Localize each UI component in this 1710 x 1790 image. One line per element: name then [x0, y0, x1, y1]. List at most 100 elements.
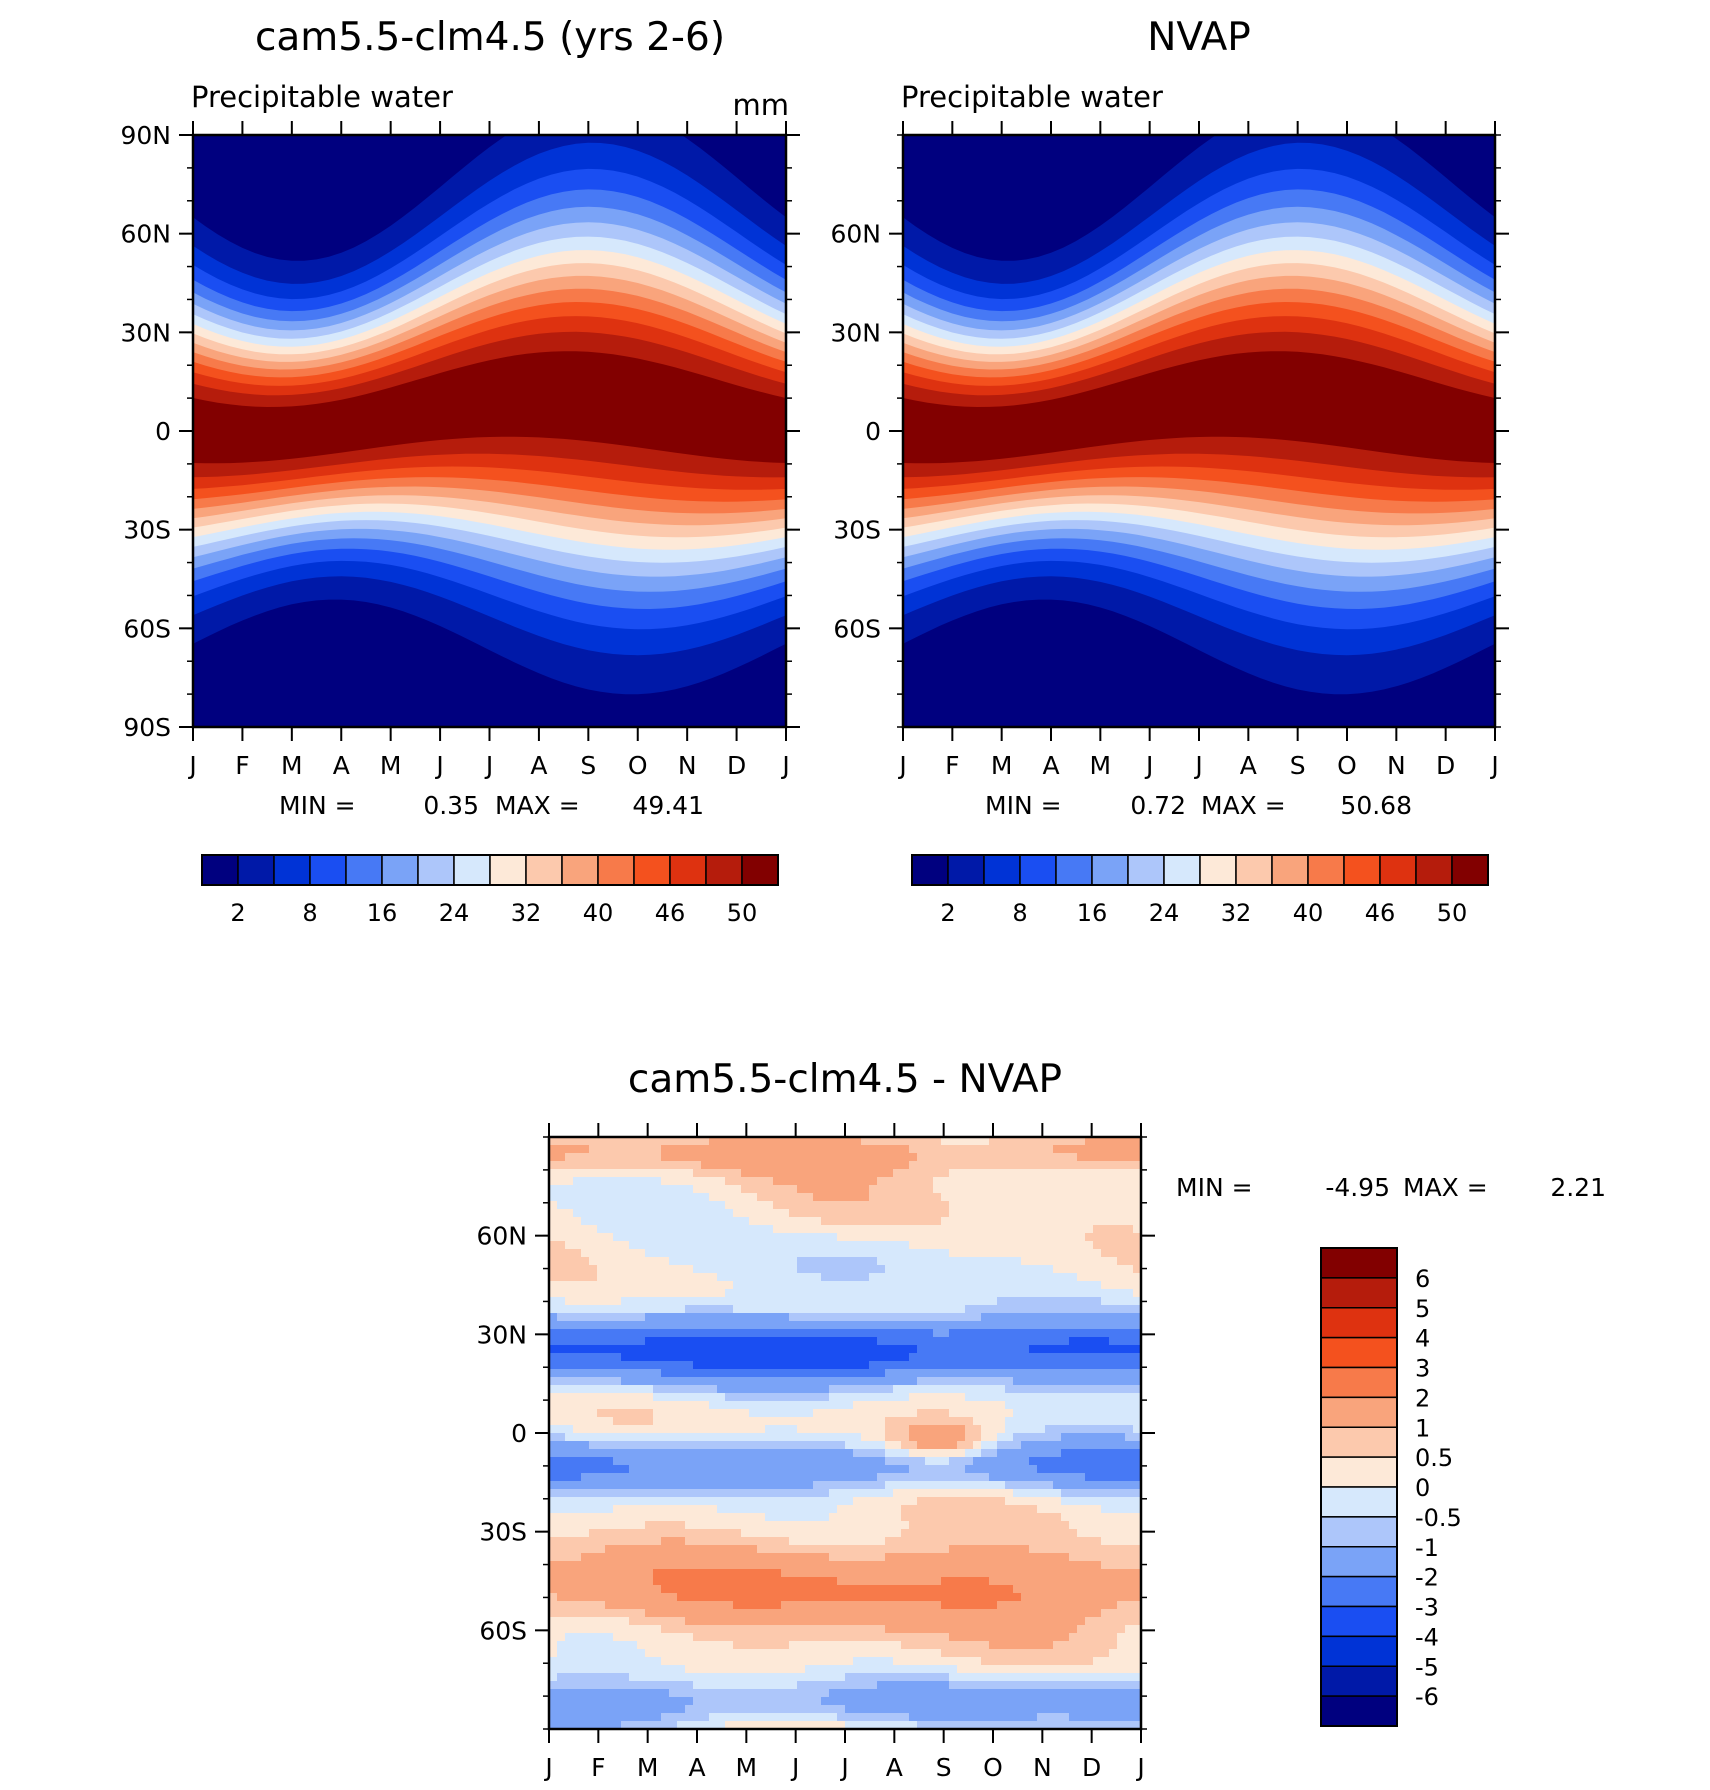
colorbar-label: -1 [1415, 1534, 1439, 1562]
contour-fill [853, 1657, 894, 1666]
panel-obs: NVAP Precipitable water J F M A M J J A S O N D J60N… [830, 15, 1509, 927]
contour-fill [997, 1433, 1014, 1442]
contour-fill [549, 1177, 574, 1186]
contour-fill [549, 1361, 694, 1370]
contour-fill [1021, 1593, 1141, 1602]
contour-fill [1005, 1385, 1141, 1394]
x-tick-label: M [991, 751, 1013, 780]
contour-fill [741, 1169, 894, 1178]
y-tick-label: 90N [120, 121, 171, 150]
contour-fill [901, 1529, 1078, 1538]
contour-fill [797, 1185, 870, 1194]
contour-fill [949, 1169, 1141, 1178]
contour-fill [653, 1569, 782, 1578]
colorbar-label: 5 [1415, 1295, 1430, 1323]
y-tick-label: 60S [833, 614, 881, 643]
colorbar-swatch [201, 854, 239, 886]
contour-fill [757, 1193, 814, 1202]
colorbar-swatch [597, 854, 635, 886]
contour-fill [941, 1649, 1110, 1658]
contour-fill [581, 1249, 646, 1258]
contour-fill [549, 1441, 590, 1450]
contour-fill [549, 1505, 614, 1514]
contour-fill [829, 1513, 902, 1522]
contour-fill [909, 1521, 1070, 1530]
contour-fill [565, 1433, 862, 1442]
contour-fill [877, 1681, 950, 1690]
contour-fill [949, 1545, 1030, 1554]
contour-fill [981, 1449, 998, 1458]
contour-fill [965, 1449, 982, 1458]
contour-fill [693, 1361, 870, 1370]
contour-fill [549, 1433, 566, 1442]
contour-fill [549, 1401, 710, 1410]
contour-fill [1109, 1649, 1141, 1658]
panel-diff-min-value: -4.95 [1325, 1173, 1390, 1202]
contour-fill [797, 1425, 886, 1434]
contour-fill [933, 1177, 1141, 1186]
colorbar-swatch [947, 854, 985, 886]
contour-fill [613, 1633, 694, 1642]
contour-fill [621, 1721, 678, 1729]
contour-fill [725, 1201, 774, 1210]
contour-fill [685, 1305, 734, 1314]
contour-fill [661, 1585, 1014, 1594]
contour-fill [549, 1673, 558, 1682]
contour-fill [989, 1641, 1054, 1650]
contour-fill [685, 1665, 806, 1674]
contour-fill [1085, 1137, 1141, 1146]
contour-fill [885, 1417, 974, 1426]
contour-fill [725, 1721, 846, 1729]
contour-fill [1077, 1273, 1141, 1282]
contour-fill [1085, 1617, 1141, 1626]
contour-fill [885, 1457, 926, 1466]
contour-fill [949, 1633, 1070, 1642]
contour-fill [797, 1265, 886, 1274]
contour-fill [1101, 1297, 1141, 1306]
contour-fill [1101, 1249, 1141, 1258]
contour-fill [1069, 1337, 1110, 1346]
x-tick-label: F [591, 1753, 605, 1782]
contour-fill [941, 1217, 1141, 1226]
contour-fill [549, 1473, 582, 1482]
contour-fill [565, 1241, 630, 1250]
y-tick-label: 60S [479, 1616, 527, 1645]
contour-fill [741, 1185, 798, 1194]
x-tick-label: M [1090, 751, 1112, 780]
contour-fill [845, 1705, 1141, 1714]
contour-fill [885, 1625, 1078, 1634]
contour-fill [661, 1369, 886, 1378]
contour-fill [549, 1241, 566, 1250]
contour-fill [1061, 1433, 1126, 1442]
contour-fill [1093, 1241, 1141, 1250]
contour-fill [1029, 1345, 1141, 1354]
contour-fill [949, 1329, 1141, 1338]
y-tick-label: 30S [479, 1518, 527, 1547]
contour-fill [549, 1641, 558, 1650]
colorbar-swatch [561, 854, 599, 886]
colorbar-label: 24 [439, 899, 470, 927]
contour-fill [789, 1537, 886, 1546]
panel-diff-title: cam5.5-clm4.5 - NVAP [628, 1057, 1062, 1102]
contour-fill [1021, 1257, 1118, 1266]
contour-fill [549, 1545, 606, 1554]
contour-fill [725, 1177, 774, 1186]
contour-fill [1013, 1409, 1141, 1418]
x-tick-label: A [1240, 751, 1257, 780]
colorbar-label: -3 [1415, 1594, 1439, 1622]
x-tick-label: S [580, 751, 596, 780]
contour-fill [909, 1241, 1094, 1250]
contour-fill [621, 1353, 910, 1362]
contour-fill [997, 1449, 1062, 1458]
contour-fill [949, 1201, 1141, 1210]
y-tick-label: 30S [123, 516, 171, 545]
contour-fill [909, 1449, 966, 1458]
contour-fill [909, 1145, 1054, 1154]
contour-fill [677, 1593, 1022, 1602]
colorbar-label: 2 [1415, 1384, 1430, 1412]
contour-fill [549, 1153, 566, 1162]
colorbar-label: 40 [583, 899, 614, 927]
contour-fill [1053, 1265, 1134, 1274]
contour-fill [725, 1393, 830, 1402]
